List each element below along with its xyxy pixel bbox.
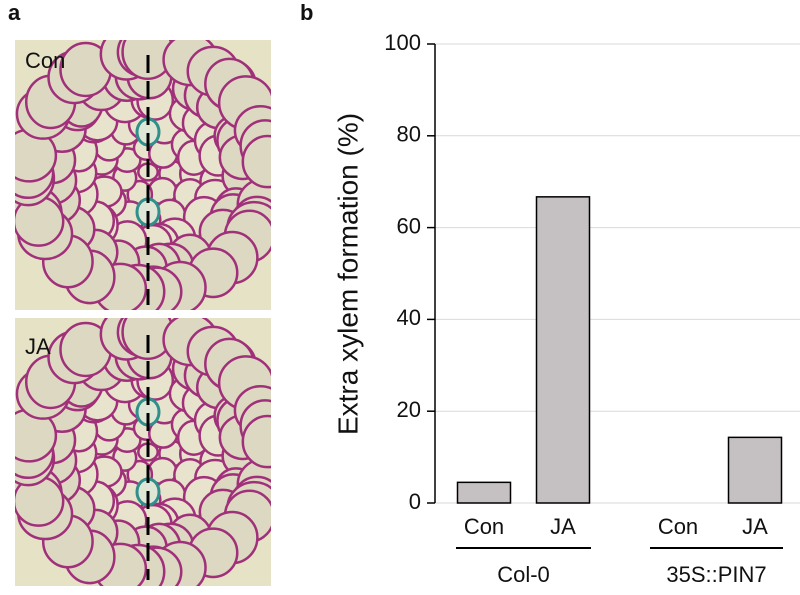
y-tick-label: 100: [384, 30, 421, 55]
group-label: 35S::PIN7: [666, 562, 766, 587]
y-tick-label: 0: [409, 489, 421, 514]
bar: [535, 196, 591, 504]
x-tick-label: Con: [464, 514, 504, 539]
micrograph: [15, 318, 271, 586]
y-tick-label: 80: [397, 122, 421, 147]
x-tick-label: JA: [742, 514, 768, 539]
image-label: Con: [25, 48, 65, 73]
cell: [241, 134, 271, 189]
y-axis-label: Extra xylem formation (%): [332, 113, 363, 435]
image-label: JA: [25, 334, 51, 359]
y-tick-label: 20: [397, 397, 421, 422]
bar-chart: Extra xylem formation (%) 0 20 40 60 80 100 Co…: [332, 30, 800, 587]
bar: [456, 481, 512, 504]
cell: [241, 414, 271, 469]
group-label: Col-0: [497, 562, 550, 587]
panel-label: b: [300, 0, 313, 25]
x-tick-label: JA: [550, 514, 576, 539]
bar: [727, 436, 783, 504]
y-tick-label: 40: [397, 305, 421, 330]
panel-label: a: [8, 0, 21, 25]
micrograph: [15, 40, 271, 310]
y-tick-label: 60: [397, 213, 421, 238]
x-tick-label: Con: [658, 514, 698, 539]
